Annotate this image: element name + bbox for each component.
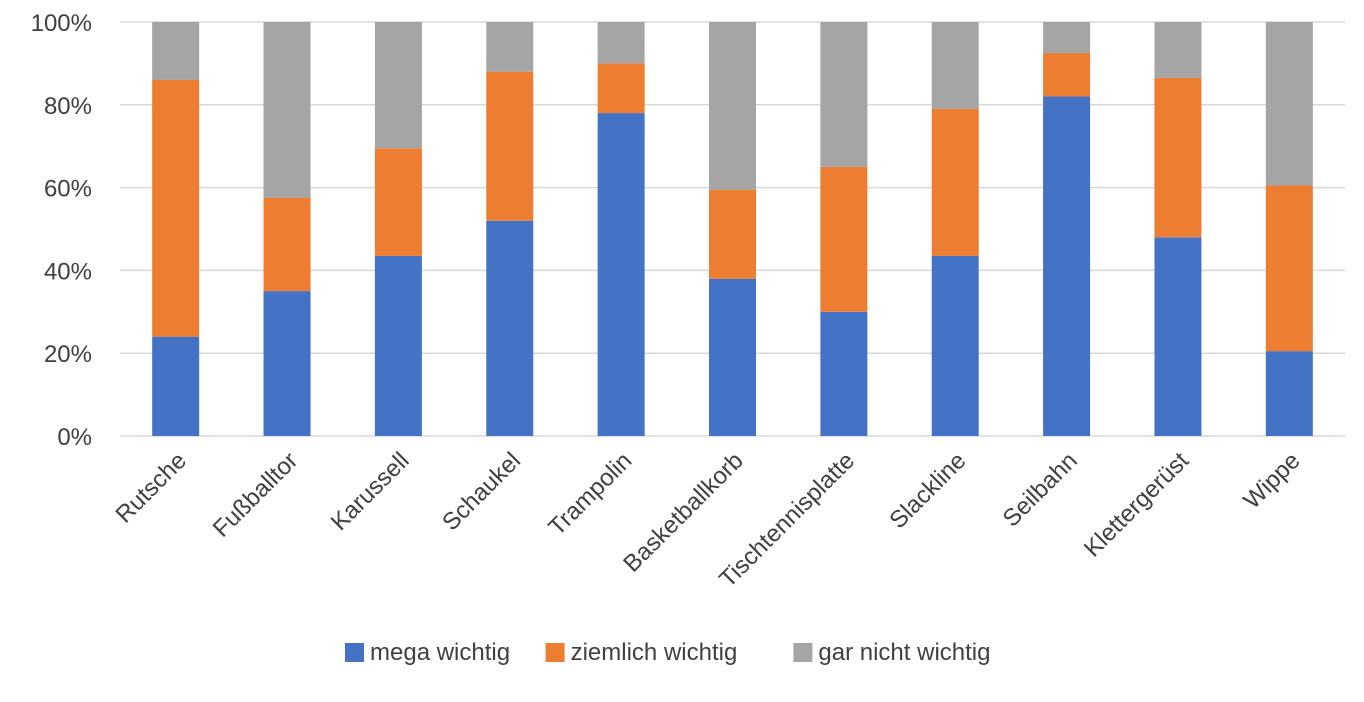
legend-label: ziemlich wichtig [571,639,738,666]
bar-segment [709,189,756,279]
bar-segment [152,22,200,80]
legend-swatch [793,643,813,662]
x-tick-label: Schaukel [437,447,526,536]
bar-segment [931,108,979,256]
x-tick-label: Seilbahn [998,447,1083,532]
y-axis: 0% 20% 40% 60% 80% 100% [31,10,92,451]
x-tick-label: Trampolin [543,447,637,541]
bar-segment [263,291,311,436]
x-tick-label: Fußballtor [208,447,303,542]
y-tick-label: 60% [44,176,92,203]
x-tick-label: Wippe [1238,447,1305,514]
y-tick-label: 20% [44,341,92,368]
legend-item: mega wichtig [345,639,510,666]
legend-label: gar nicht wichtig [818,639,990,666]
legend-item: ziemlich wichtig [545,639,738,666]
x-axis: Rutsche Fußballtor Karussell Schaukel Trampo… [111,447,1306,593]
bar-segment [931,22,979,109]
bar-segment [152,336,200,436]
bar-segment [486,220,534,436]
bar-segment [1265,185,1313,352]
x-tick-label: Rutsche [111,447,192,528]
legend-item: gar nicht wichtig [793,639,990,666]
bar-segment [263,197,311,292]
bar-segment [1154,77,1202,238]
bar-segment [263,22,311,198]
bar-segment [374,255,422,436]
y-tick-label: 0% [57,424,92,451]
x-tick-label: Slackline [884,447,971,534]
bar-segment [486,22,534,72]
bar-segment [1043,22,1091,54]
bar-segment [597,22,645,64]
bar-segment [1265,351,1313,436]
bar-segment [931,255,979,436]
bar-segment [486,71,534,221]
bar-segment [1265,22,1313,186]
bar-segment [152,79,200,337]
x-tick-label: Karussell [326,447,415,536]
bar-segment [820,166,868,312]
bar-segment [820,22,868,167]
bars [152,22,1313,437]
bar-segment [1043,96,1091,437]
y-tick-label: 40% [44,258,92,285]
legend-label: mega wichtig [370,639,510,666]
bar-segment [1154,237,1202,436]
y-tick-label: 100% [31,10,92,37]
bar-segment [820,311,868,436]
legend: mega wichtig ziemlich wichtig gar nicht wi… [345,639,990,666]
bar-segment [709,22,756,190]
bar-segment [597,113,645,436]
bar-segment [374,22,422,149]
bar-segment [709,278,756,436]
bar-segment [374,148,422,256]
x-tick-label: Klettergerüst [1079,447,1195,563]
legend-swatch [345,643,364,662]
y-tick-label: 80% [44,93,92,120]
legend-swatch [545,643,565,662]
bar-segment [1043,53,1091,97]
bar-segment [1154,22,1202,78]
bar-segment [597,63,645,114]
